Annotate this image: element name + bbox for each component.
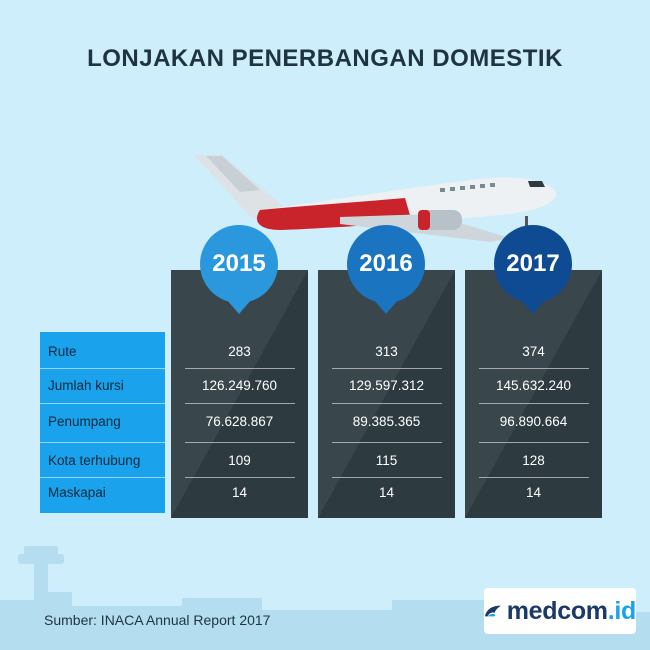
cell-value: 128	[522, 453, 545, 468]
row-divider	[479, 442, 589, 443]
cell-value: 14	[378, 485, 395, 500]
row-divider	[40, 477, 165, 478]
year-badge-2017: 2017	[494, 225, 572, 314]
cell-value: 115	[375, 453, 398, 468]
row-divider	[40, 442, 165, 443]
eagle-logo-icon	[484, 605, 501, 617]
row-divider	[185, 477, 295, 478]
row-divider	[332, 403, 442, 404]
cell-value: 283	[228, 344, 251, 359]
cell-value: 129.597.312	[348, 378, 425, 393]
cell-value: 14	[231, 485, 248, 500]
logo-text: medcom.id	[506, 596, 637, 626]
cell-value: 96.890.664	[499, 414, 568, 429]
row-label: Penumpang	[48, 414, 121, 429]
row-divider	[332, 368, 442, 369]
row-divider	[40, 403, 165, 404]
cell-value: 76.628.867	[205, 414, 274, 429]
row-divider	[479, 368, 589, 369]
row-label: Kota terhubung	[48, 453, 141, 468]
page-title: LONJAKAN PENERBANGAN DOMESTIK	[87, 45, 563, 72]
row-divider	[479, 477, 589, 478]
cell-value: 109	[228, 453, 251, 468]
cell-value: 126.249.760	[201, 378, 278, 393]
row-divider	[40, 368, 165, 369]
logo-main-text: medcom	[506, 596, 608, 625]
row-divider	[332, 477, 442, 478]
row-label: Maskapai	[48, 485, 106, 500]
row-label: Jumlah kursi	[48, 378, 124, 393]
year-badge-2015: 2015	[200, 225, 278, 314]
row-divider	[185, 368, 295, 369]
airplane-illustration	[194, 155, 557, 242]
source-note: Sumber: INACA Annual Report 2017	[44, 612, 271, 628]
cell-value: 145.632.240	[495, 378, 572, 393]
row-divider	[479, 403, 589, 404]
row-labels-panel: Rute Jumlah kursi Penumpang Kota terhubu…	[40, 332, 165, 513]
row-divider	[185, 442, 295, 443]
cell-value: 313	[375, 344, 398, 359]
logo-suffix-text: .id	[607, 596, 637, 625]
medcom-logo: medcom.id	[484, 588, 636, 634]
row-divider	[332, 442, 442, 443]
row-label: Rute	[48, 344, 77, 359]
cell-value: 89.385.365	[352, 414, 421, 429]
cell-value: 374	[522, 344, 545, 359]
row-divider	[185, 403, 295, 404]
year-badge-2016: 2016	[347, 225, 425, 314]
cell-value: 14	[525, 485, 542, 500]
